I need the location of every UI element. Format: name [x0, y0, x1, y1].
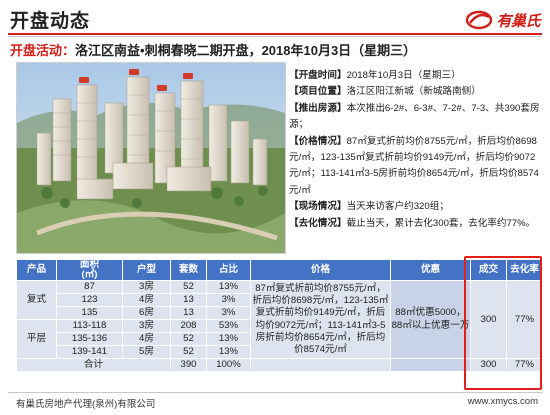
- col-discount: 优惠: [390, 259, 471, 281]
- project-rendering-image: [16, 62, 286, 254]
- table-row: 135-136 4房 52 13%: [17, 332, 543, 346]
- table-header-row: 产品 面积 (㎡) 户型 套数 占比 价格 优惠 成交 去化率: [16, 259, 543, 281]
- cell-area: 135: [56, 306, 123, 320]
- cell-price: 87㎡复式折前均价8755元/㎡，折后均价8698元/㎡，123-135㎡复式折…: [250, 280, 391, 359]
- brand-swirl-icon: [466, 10, 493, 30]
- cell-total-count: 390: [170, 358, 207, 372]
- project-info-panel: 【开盘时间】2018年10月3日（星期三） 【项目位置】洛江区阳江新城（新城路南…: [289, 68, 541, 232]
- brand-name: 有巢氏: [496, 12, 540, 30]
- col-ratio: 占比: [206, 259, 251, 281]
- cell-total-ratio: 100%: [206, 358, 251, 372]
- cell-area: 113-118: [56, 319, 123, 333]
- footer-divider: [8, 392, 542, 393]
- footer-url[interactable]: www.xmycs.com: [467, 396, 538, 407]
- cell-product: 平层: [16, 319, 57, 359]
- col-product: 产品: [16, 259, 57, 281]
- col-deal: 成交: [470, 259, 507, 281]
- cell-count: 52: [170, 280, 207, 294]
- col-count: 套数: [170, 259, 207, 281]
- table-row: 139-141 5房 52 13%: [17, 345, 543, 359]
- info-opening-time: 【开盘时间】2018年10月3日（星期三）: [289, 70, 461, 81]
- cell-ratio: 53%: [206, 319, 251, 333]
- table-total-row: 合计 390 100% 300 77%: [16, 358, 543, 372]
- cell-area: 135-136: [56, 332, 123, 346]
- cell-type: 3房: [122, 280, 171, 294]
- cell-ratio: 13%: [206, 280, 251, 294]
- cell-total-label: 合计: [16, 358, 171, 372]
- cell-type: 4房: [122, 293, 171, 307]
- col-type: 户型: [122, 259, 171, 281]
- title-divider-red: [8, 33, 542, 35]
- info-location: 【项目位置】洛江区阳江新城（新城路南侧）: [289, 86, 481, 98]
- cell-area: 87: [56, 280, 123, 294]
- page-title: 开盘动态: [10, 11, 91, 32]
- title-divider-gray: [8, 36, 542, 37]
- cell-count: 13: [170, 306, 207, 320]
- info-pricing: 【价格情况】87㎡复式折前均价8755元/㎡，折后均价8698元/㎡，123-1…: [289, 135, 539, 196]
- cell-count: 52: [170, 345, 207, 359]
- cell-ratio: 3%: [206, 293, 251, 307]
- cell-area: 123: [56, 293, 123, 307]
- col-area: 面积 (㎡): [56, 259, 123, 281]
- table-row: 135 6房 13 3%: [17, 306, 543, 320]
- cell-type: 4房: [122, 332, 171, 346]
- event-subtitle-text: 洛江区南益•刺桐春晓二期开盘，2018年10月3日（星期三）: [75, 43, 417, 58]
- info-sales: 【去化情况】截止当天，累计去化300套，去化率约77%。: [289, 217, 536, 229]
- cell-count: 13: [170, 293, 207, 307]
- cell-ratio: 13%: [206, 345, 251, 359]
- cell-total-rate: 77%: [506, 358, 543, 372]
- footer-company: 有巢氏房地产代理(泉州)有限公司: [16, 399, 156, 410]
- brand-logo: 有巢氏: [465, 9, 540, 31]
- cell-discount: 88㎡优惠5000，88㎡以上优惠一万: [390, 280, 471, 359]
- table-row: 平层 113-118 3房 208 53%: [16, 319, 543, 359]
- cell-count: 208: [170, 319, 207, 333]
- cell-type: 3房: [122, 319, 171, 333]
- cell-total-price-empty: [250, 358, 391, 372]
- cell-count: 52: [170, 332, 207, 346]
- deal-rate-highlight-box: [464, 256, 542, 390]
- table-row: 复式 87 3房 52 13% 87㎡复式折前均价8755元/㎡，折后均价869…: [16, 280, 543, 359]
- cell-type: 5房: [122, 345, 171, 359]
- col-rate: 去化率: [506, 259, 543, 281]
- cell-ratio: 13%: [206, 332, 251, 346]
- info-onsite: 【现场情况】当天来访客户约320组；: [289, 201, 449, 213]
- sales-table: 产品 面积 (㎡) 户型 套数 占比 价格 优惠 成交 去化率 复式 87 3房…: [16, 259, 543, 372]
- cell-product: 复式: [16, 280, 57, 320]
- col-price: 价格: [250, 259, 391, 281]
- event-subtitle-label: 开盘活动：: [10, 43, 76, 58]
- cell-rate: 77%: [506, 280, 543, 359]
- info-units-released: 【推出房源】本次推出6-2#、6-3#、7-2#、7-3、共390套房源；: [289, 102, 540, 131]
- cell-type: 6房: [122, 306, 171, 320]
- cell-total-discount-empty: [390, 358, 471, 372]
- event-subtitle: 开盘活动：洛江区南益•刺桐春晓二期开盘，2018年10月3日（星期三）: [10, 40, 416, 59]
- cell-ratio: 3%: [206, 306, 251, 320]
- cell-area: 139-141: [56, 345, 123, 359]
- cell-total-deal: 300: [470, 358, 507, 372]
